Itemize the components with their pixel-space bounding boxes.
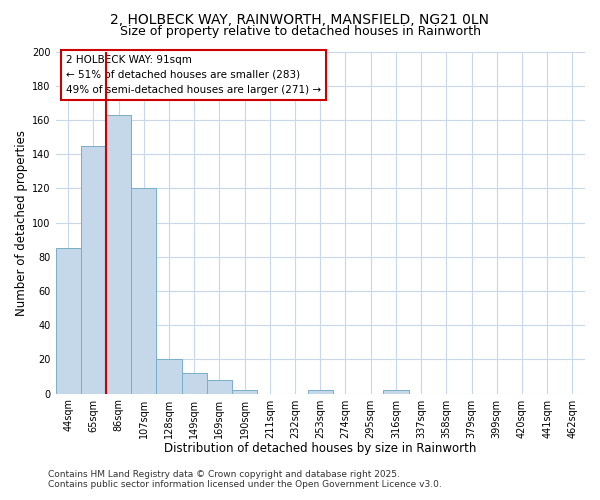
Bar: [182, 373, 207, 394]
Text: 2, HOLBECK WAY, RAINWORTH, MANSFIELD, NG21 0LN: 2, HOLBECK WAY, RAINWORTH, MANSFIELD, NG…: [110, 12, 490, 26]
Text: 2 HOLBECK WAY: 91sqm
← 51% of detached houses are smaller (283)
49% of semi-deta: 2 HOLBECK WAY: 91sqm ← 51% of detached h…: [66, 55, 321, 94]
Bar: [106, 115, 131, 394]
Bar: [383, 390, 409, 394]
X-axis label: Distribution of detached houses by size in Rainworth: Distribution of detached houses by size …: [164, 442, 476, 455]
Text: Contains HM Land Registry data © Crown copyright and database right 2025.
Contai: Contains HM Land Registry data © Crown c…: [48, 470, 442, 489]
Bar: [56, 248, 81, 394]
Bar: [308, 390, 333, 394]
Bar: [232, 390, 257, 394]
Y-axis label: Number of detached properties: Number of detached properties: [15, 130, 28, 316]
Bar: [131, 188, 157, 394]
Text: Size of property relative to detached houses in Rainworth: Size of property relative to detached ho…: [119, 25, 481, 38]
Bar: [157, 360, 182, 394]
Bar: [207, 380, 232, 394]
Bar: [81, 146, 106, 394]
